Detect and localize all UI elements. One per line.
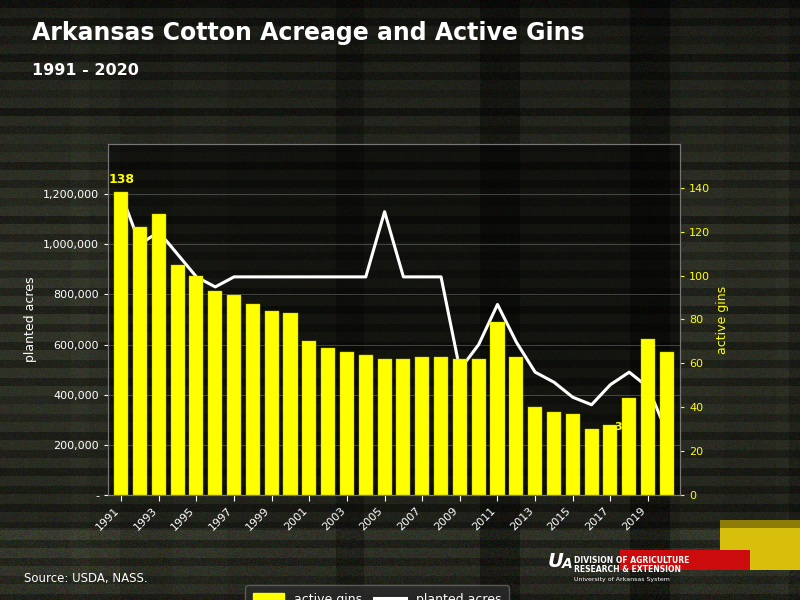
Text: 30: 30 — [614, 422, 630, 432]
Bar — [133, 227, 147, 495]
Bar — [170, 265, 185, 495]
Text: 1991 - 2020: 1991 - 2020 — [32, 63, 139, 78]
Bar — [114, 192, 128, 495]
Bar — [396, 359, 410, 495]
Bar — [528, 407, 542, 495]
Text: U: U — [548, 552, 564, 571]
Text: Source: USDA, NASS.: Source: USDA, NASS. — [24, 572, 148, 585]
Text: A: A — [562, 557, 573, 571]
Text: 138: 138 — [108, 173, 134, 185]
Y-axis label: active gins: active gins — [716, 286, 729, 353]
Bar — [603, 425, 618, 495]
Bar — [453, 359, 467, 495]
Bar — [585, 429, 598, 495]
Bar — [227, 295, 241, 495]
Bar — [434, 357, 448, 495]
Bar — [208, 291, 222, 495]
Bar — [152, 214, 166, 495]
Bar — [472, 359, 486, 495]
Bar — [321, 348, 335, 495]
Legend: active gins, planted acres: active gins, planted acres — [245, 586, 509, 600]
Text: RESEARCH & EXTENSION: RESEARCH & EXTENSION — [574, 565, 682, 574]
Bar — [358, 355, 373, 495]
Text: Arkansas Cotton Acreage and Active Gins: Arkansas Cotton Acreage and Active Gins — [32, 21, 585, 45]
Bar — [490, 322, 505, 495]
Bar — [283, 313, 298, 495]
Bar — [265, 311, 278, 495]
Bar — [622, 398, 636, 495]
Text: DIVISION OF AGRICULTURE: DIVISION OF AGRICULTURE — [574, 556, 690, 565]
Bar — [566, 414, 580, 495]
Text: University of Arkansas System: University of Arkansas System — [574, 577, 670, 582]
Bar — [510, 357, 523, 495]
Bar — [302, 341, 316, 495]
Bar — [641, 339, 655, 495]
Bar — [547, 412, 561, 495]
Bar — [246, 304, 260, 495]
Bar — [660, 352, 674, 495]
Y-axis label: planted acres: planted acres — [24, 277, 38, 362]
Bar — [415, 357, 430, 495]
Bar — [378, 359, 392, 495]
Bar — [340, 352, 354, 495]
Bar — [190, 275, 203, 495]
